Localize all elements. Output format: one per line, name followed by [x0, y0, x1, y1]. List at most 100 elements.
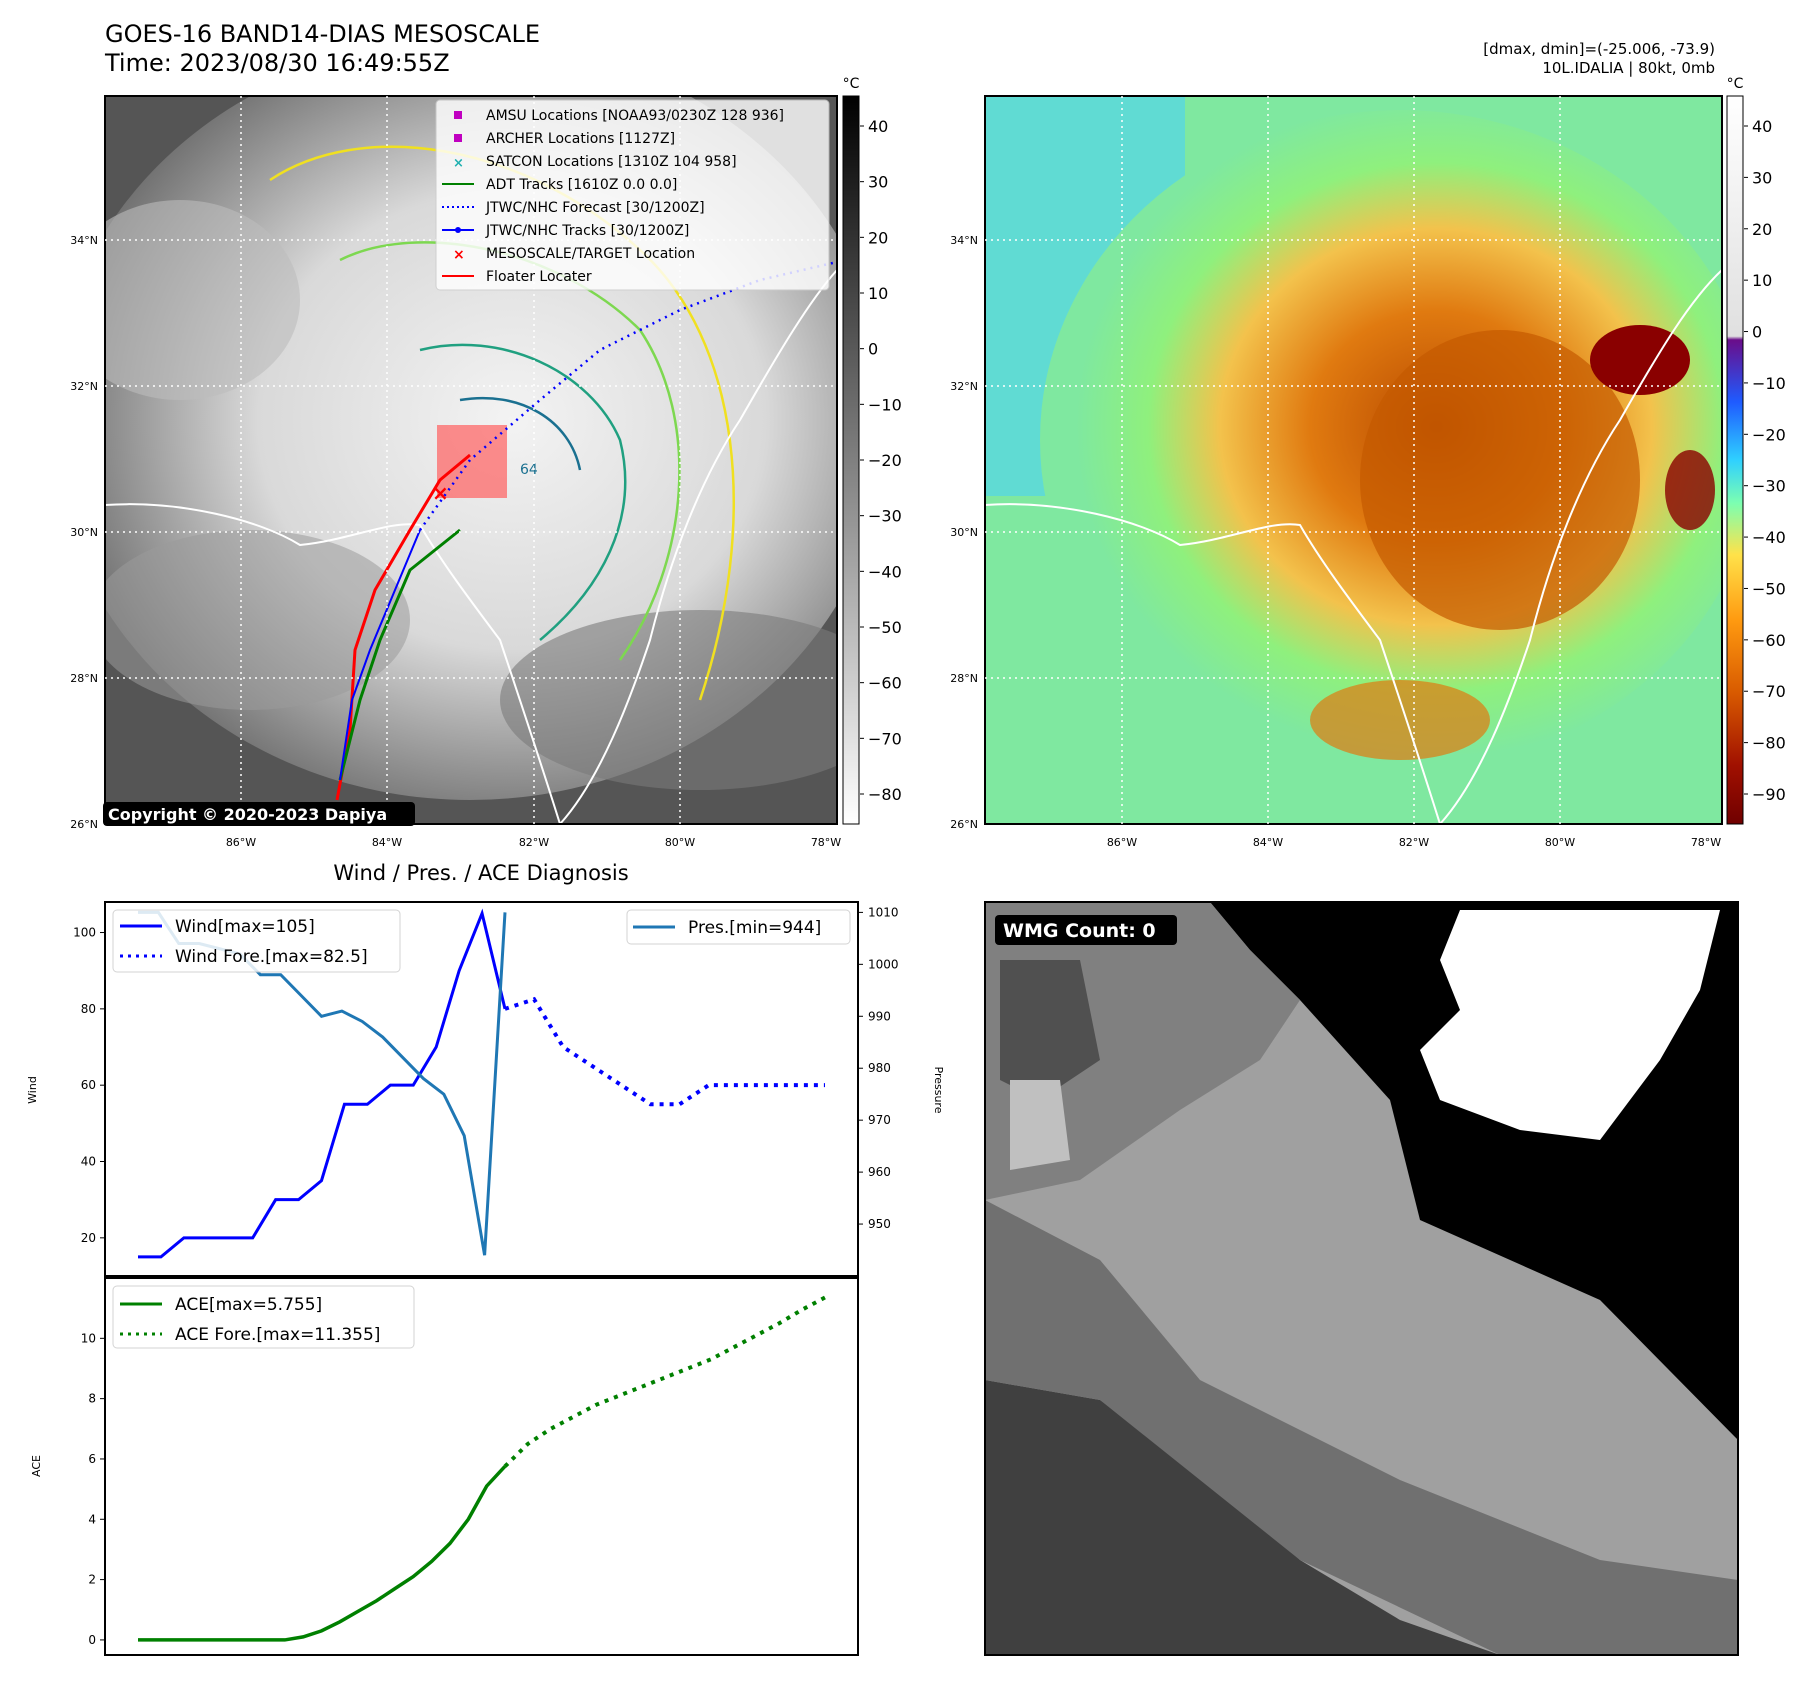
pressure-tick-label: 980 [868, 1061, 891, 1075]
colorbar-tick-label: −70 [1752, 682, 1786, 701]
enh-lat-label: 26°N [950, 818, 978, 831]
ir-map-panel: 64 × 34°N 32°N 30°N 28°N 26°N [70, 76, 902, 849]
colorbar-tick-label: −80 [1752, 734, 1786, 753]
pressure-tick-label: 990 [868, 1009, 891, 1023]
colorbar-tick-label: −40 [1752, 528, 1786, 547]
ir-colorbar [842, 95, 860, 825]
ace-tick-label: 0 [88, 1633, 96, 1647]
wmg-dark-region [985, 1380, 1500, 1655]
storm-info-text: 10L.IDALIA | 80kt, 0mb [1542, 59, 1715, 77]
legend-item-pressure: Pres.[min=944] [688, 918, 821, 938]
colorbar-tick-label: −40 [868, 562, 902, 581]
ir-colorbar-unit: °C [843, 76, 860, 92]
legend-item-wind-forecast: Wind Fore.[max=82.5] [175, 947, 368, 967]
wind-pressure-chart: Wind Pressure 20 40 60 80 100 950 960 970 980 99… [26, 901, 945, 1277]
coastline [105, 503, 561, 824]
enhanced-map-gridlines [985, 96, 1722, 824]
diagnosis-title: Wind / Pres. / ACE Diagnosis [333, 861, 628, 885]
wmg-count-box [995, 915, 1177, 945]
pressure-tick-label: 970 [868, 1113, 891, 1127]
ace-observed-line [138, 1465, 507, 1642]
colorbar-tick-label: −50 [1752, 579, 1786, 598]
legend-item-amsu: AMSU Locations [NOAA93/0230Z 128 936] [486, 108, 784, 124]
ace-y-ticks: 0 2 4 6 8 10 [81, 1331, 105, 1647]
colorbar-tick-label: 10 [868, 284, 888, 303]
dmax-dmin-text: [dmax, dmin]=(-25.006, -73.9) [1483, 40, 1715, 58]
colorbar-tick-label: −80 [868, 785, 902, 804]
pressure-axis-label: Pressure [932, 1067, 945, 1114]
pressure-tick-label: 1010 [868, 905, 899, 919]
legend-item-ace: ACE[max=5.755] [175, 1295, 322, 1315]
enhanced-map-frame [984, 95, 1723, 825]
legend-item-archer: ARCHER Locations [1127Z] [486, 131, 675, 147]
colorbar-tick-label: 0 [868, 340, 878, 359]
colorbar-tick-label: −30 [1752, 477, 1786, 496]
coastline [985, 503, 1441, 824]
colorbar-tick-label: −70 [868, 729, 902, 748]
colorbar-tick-label: −10 [1752, 374, 1786, 393]
wind-tick-label: 40 [81, 1155, 96, 1169]
ir-map-legend: AMSU Locations [NOAA93/0230Z 128 936] AR… [435, 99, 830, 291]
wind-tick-label: 20 [81, 1231, 96, 1245]
ir-map-frame [104, 95, 838, 825]
legend-item-satcon: SATCON Locations [1310Z 104 958] [486, 154, 737, 170]
pressure-tick-label: 1000 [868, 957, 899, 971]
colorbar-tick-label: −50 [868, 618, 902, 637]
ace-tick-label: 8 [88, 1392, 96, 1406]
wind-legend: Wind[max=105] Wind Fore.[max=82.5] [112, 909, 401, 973]
legend-marker-archer [454, 134, 462, 142]
wind-observed-line [138, 908, 507, 1259]
ace-tick-label: 10 [81, 1331, 96, 1345]
figure-title: GOES-16 BAND14-DIAS MESOSCALE Time: 2023… [105, 20, 540, 78]
colorbar-tick-label: 20 [868, 228, 888, 247]
ir-lon-label: 80°W [665, 836, 695, 849]
enhanced-colorbar-unit: °C [1727, 76, 1744, 92]
ace-chart: ACE 0 2 4 6 8 10 ACE[max=5.755] ACE Fore.[max… [30, 1277, 859, 1656]
wmg-white-region [1420, 910, 1720, 1140]
ace-tick-label: 6 [88, 1452, 96, 1466]
pressure-y-ticks: 950 960 970 980 990 1000 1010 [858, 905, 899, 1231]
colorbar-tick-label: 10 [1752, 271, 1772, 290]
target-marker: × [432, 481, 449, 505]
time-text: Time: 2023/08/30 16:49:55Z [105, 49, 450, 77]
wind-axis-label: Wind [26, 1076, 39, 1104]
ir-lat-label: 26°N [70, 818, 98, 831]
enh-lon-label: 86°W [1107, 836, 1137, 849]
copyright-box [103, 802, 415, 826]
pressure-legend: Pres.[min=944] [626, 909, 851, 945]
enh-lon-label: 78°W [1691, 836, 1721, 849]
title-text: GOES-16 BAND14-DIAS MESOSCALE [105, 20, 541, 48]
ir-lon-label: 78°W [811, 836, 841, 849]
ace-tick-label: 2 [88, 1573, 96, 1587]
enhanced-colorbar-ticks: 40 30 20 10 0 −10 −20 −30 −40 −50 −60 −70 −80 −90 [1744, 117, 1786, 804]
ir-lat-label: 28°N [70, 672, 98, 685]
enh-lat-label: 30°N [950, 526, 978, 539]
contour-blue [459, 396, 582, 471]
legend-item-floater: Floater Locater [486, 269, 592, 285]
legend-item-forecast: JTWC/NHC Forecast [30/1200Z] [485, 200, 705, 216]
enh-lon-label: 80°W [1545, 836, 1575, 849]
colorbar-tick-label: 20 [1752, 220, 1772, 239]
ir-lat-label: 34°N [70, 234, 98, 247]
pressure-tick-label: 950 [868, 1217, 891, 1231]
wind-y-ticks: 20 40 60 80 100 [73, 926, 105, 1245]
colorbar-tick-label: −10 [868, 395, 902, 414]
copyright-text: Copyright © 2020-2023 Dapiya [108, 805, 387, 824]
ace-series-group [138, 1295, 826, 1642]
enh-lat-label: 34°N [950, 234, 978, 247]
ir-colorbar-ticks: 40 30 20 10 0 −10 −20 −30 −40 −50 −60 −70 −80 [860, 117, 902, 804]
contour-teal [419, 343, 627, 641]
colorbar-tick-label: −90 [1752, 785, 1786, 804]
adt-track [338, 528, 461, 781]
colorbar-tick-label: 40 [868, 117, 888, 136]
legend-marker-target: × [453, 247, 465, 263]
wmg-count-text: WMG Count: 0 [1003, 920, 1156, 942]
colorbar-tick-label: 0 [1752, 323, 1762, 342]
stats-annotation: [dmax, dmin]=(-25.006, -73.9) 10L.IDALIA… [1483, 40, 1715, 78]
ir-lon-label: 82°W [519, 836, 549, 849]
colorbar-tick-label: −20 [1752, 425, 1786, 444]
colorbar-tick-label: 30 [1752, 168, 1772, 187]
wind-tick-label: 60 [81, 1078, 96, 1092]
floater-track [335, 453, 471, 801]
pressure-tick-label: 960 [868, 1165, 891, 1179]
